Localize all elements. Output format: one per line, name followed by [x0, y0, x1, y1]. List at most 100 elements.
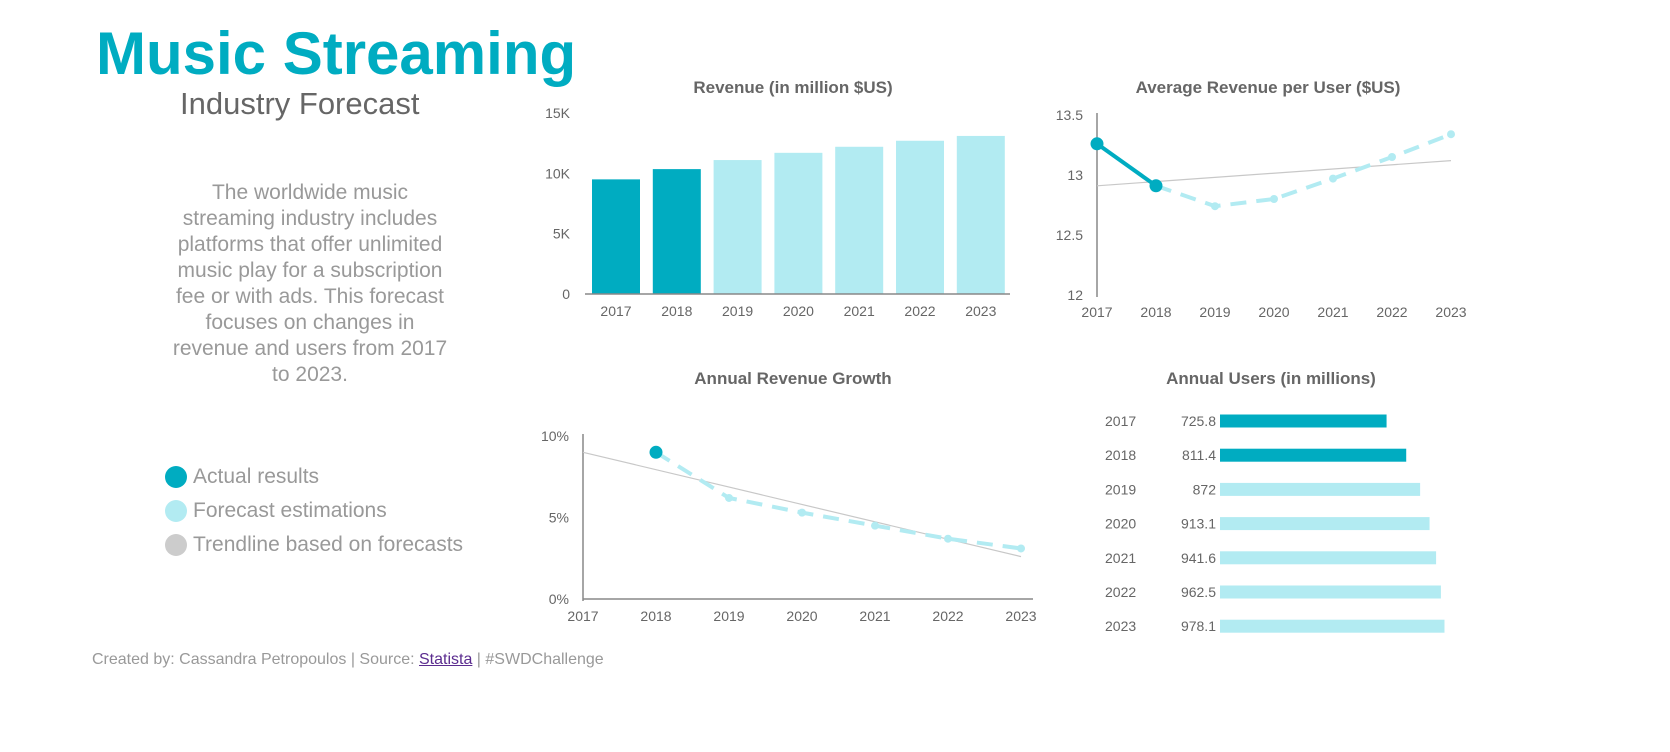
x-tick-label: 2023	[1435, 304, 1466, 320]
x-tick-label: 2018	[640, 608, 671, 624]
revenue-bar	[956, 135, 1005, 294]
forecast-point	[871, 521, 879, 530]
legend-forecast: Forecast estimations	[165, 494, 540, 528]
revenue-bar	[652, 169, 701, 294]
y-tick-label: 5K	[553, 226, 571, 242]
x-tick-label: 2019	[722, 303, 753, 319]
users-chart-title: Annual Users (in millions)	[1166, 369, 1376, 388]
legend-label: Trendline based on forecasts	[193, 533, 464, 556]
x-tick-label: 2018	[661, 303, 692, 319]
users-bar	[1220, 585, 1441, 599]
actual-point	[1149, 179, 1163, 193]
revenue-bar	[774, 152, 823, 294]
forecast-point	[1211, 202, 1219, 211]
bar-value-label: 913.1	[1181, 516, 1216, 532]
forecast-point	[944, 534, 952, 543]
legend-trend: Trendline based on forecasts	[165, 528, 540, 562]
users-bar	[1220, 551, 1437, 565]
y-tick-label: 10K	[545, 165, 571, 181]
y-tick-label: 12.5	[1056, 227, 1083, 243]
y-tick-label: 12	[1067, 287, 1083, 303]
description: The worldwide music streaming industry i…	[172, 181, 448, 386]
y-category-label: 2023	[1105, 618, 1136, 634]
forecast-point	[1329, 174, 1337, 183]
y-tick-label: 0%	[549, 591, 569, 607]
actual-point	[649, 445, 663, 459]
actual-line	[1095, 142, 1158, 188]
bar-value-label: 872	[1193, 481, 1217, 497]
users-bar	[1220, 482, 1421, 496]
growth-chart-title: Annual Revenue Growth	[694, 369, 891, 388]
y-category-label: 2019	[1105, 481, 1136, 497]
page-subtitle: Industry Forecast	[180, 86, 420, 121]
y-tick-label: 0	[562, 286, 570, 302]
revenue-bar	[896, 140, 944, 294]
charts-canvas: Revenue (in million $US) Average Revenue…	[541, 78, 1467, 634]
footer: Created by: Cassandra Petropoulos | Sour…	[92, 650, 604, 670]
footer-credit: Created by: Cassandra Petropoulos | Sour…	[92, 651, 419, 668]
legend-dot-actual-icon	[165, 466, 187, 488]
x-tick-label: 2017	[600, 303, 631, 319]
bar-value-label: 725.8	[1181, 413, 1216, 429]
x-tick-label: 2022	[932, 608, 963, 624]
legend-dot-trend-icon	[165, 534, 187, 556]
legend-dot-forecast-icon	[165, 500, 187, 522]
y-category-label: 2020	[1105, 516, 1136, 532]
y-category-label: 2017	[1105, 413, 1136, 429]
users-bar	[1220, 448, 1407, 462]
x-tick-label: 2020	[783, 303, 814, 319]
y-tick-label: 10%	[541, 428, 569, 444]
y-category-label: 2021	[1105, 550, 1136, 566]
x-tick-label: 2017	[567, 608, 598, 624]
forecast-point	[1447, 130, 1455, 139]
bar-value-label: 811.4	[1182, 447, 1216, 463]
forecast-line	[654, 450, 1022, 551]
x-tick-label: 2022	[904, 303, 935, 319]
y-category-label: 2022	[1105, 584, 1136, 600]
actual-point	[1090, 137, 1104, 151]
y-tick-label: 15K	[545, 105, 571, 121]
y-tick-label: 5%	[549, 510, 569, 526]
arpu-chart-title: Average Revenue per User ($US)	[1136, 78, 1401, 97]
legend-actual: Actual results	[165, 460, 540, 494]
x-tick-label: 2017	[1081, 304, 1112, 320]
forecast-point	[725, 493, 733, 502]
x-tick-label: 2020	[786, 608, 817, 624]
y-tick-label: 13.5	[1056, 107, 1083, 123]
x-tick-label: 2019	[713, 608, 744, 624]
legend-label: Forecast estimations	[193, 499, 387, 522]
users-bar	[1220, 414, 1387, 428]
forecast-point	[1017, 544, 1025, 553]
x-tick-label: 2023	[965, 303, 996, 319]
revenue-bar	[713, 160, 762, 294]
bar-value-label: 962.5	[1181, 584, 1216, 600]
footer-tag: | #SWDChallenge	[472, 651, 604, 668]
legend: Actual results Forecast estimations Tren…	[165, 460, 540, 562]
source-link[interactable]: Statista	[419, 651, 473, 668]
x-tick-label: 2019	[1199, 304, 1230, 320]
intro-column: Music Streaming Industry Forecast The wo…	[0, 0, 604, 670]
y-category-label: 2018	[1105, 447, 1136, 463]
forecast-point	[1270, 195, 1278, 203]
bar-value-label: 941.6	[1181, 550, 1216, 566]
x-tick-label: 2021	[1317, 304, 1348, 320]
forecast-point	[1388, 153, 1396, 161]
revenue-bar	[835, 146, 884, 294]
users-bar	[1220, 619, 1445, 633]
revenue-chart-title: Revenue (in million $US)	[693, 78, 892, 97]
legend-label: Actual results	[193, 465, 320, 488]
y-tick-label: 13	[1067, 167, 1083, 183]
forecast-point	[798, 508, 806, 517]
x-tick-label: 2021	[844, 303, 875, 319]
x-tick-label: 2022	[1376, 304, 1407, 320]
forecast-line	[1155, 132, 1452, 209]
x-tick-label: 2023	[1005, 608, 1036, 624]
x-tick-label: 2021	[859, 608, 890, 624]
x-tick-label: 2020	[1258, 304, 1289, 320]
page-title: Music Streaming	[96, 20, 577, 87]
users-bar	[1220, 517, 1430, 531]
revenue-bar	[592, 179, 640, 294]
bar-value-label: 978.1	[1181, 618, 1216, 634]
x-tick-label: 2018	[1140, 304, 1171, 320]
